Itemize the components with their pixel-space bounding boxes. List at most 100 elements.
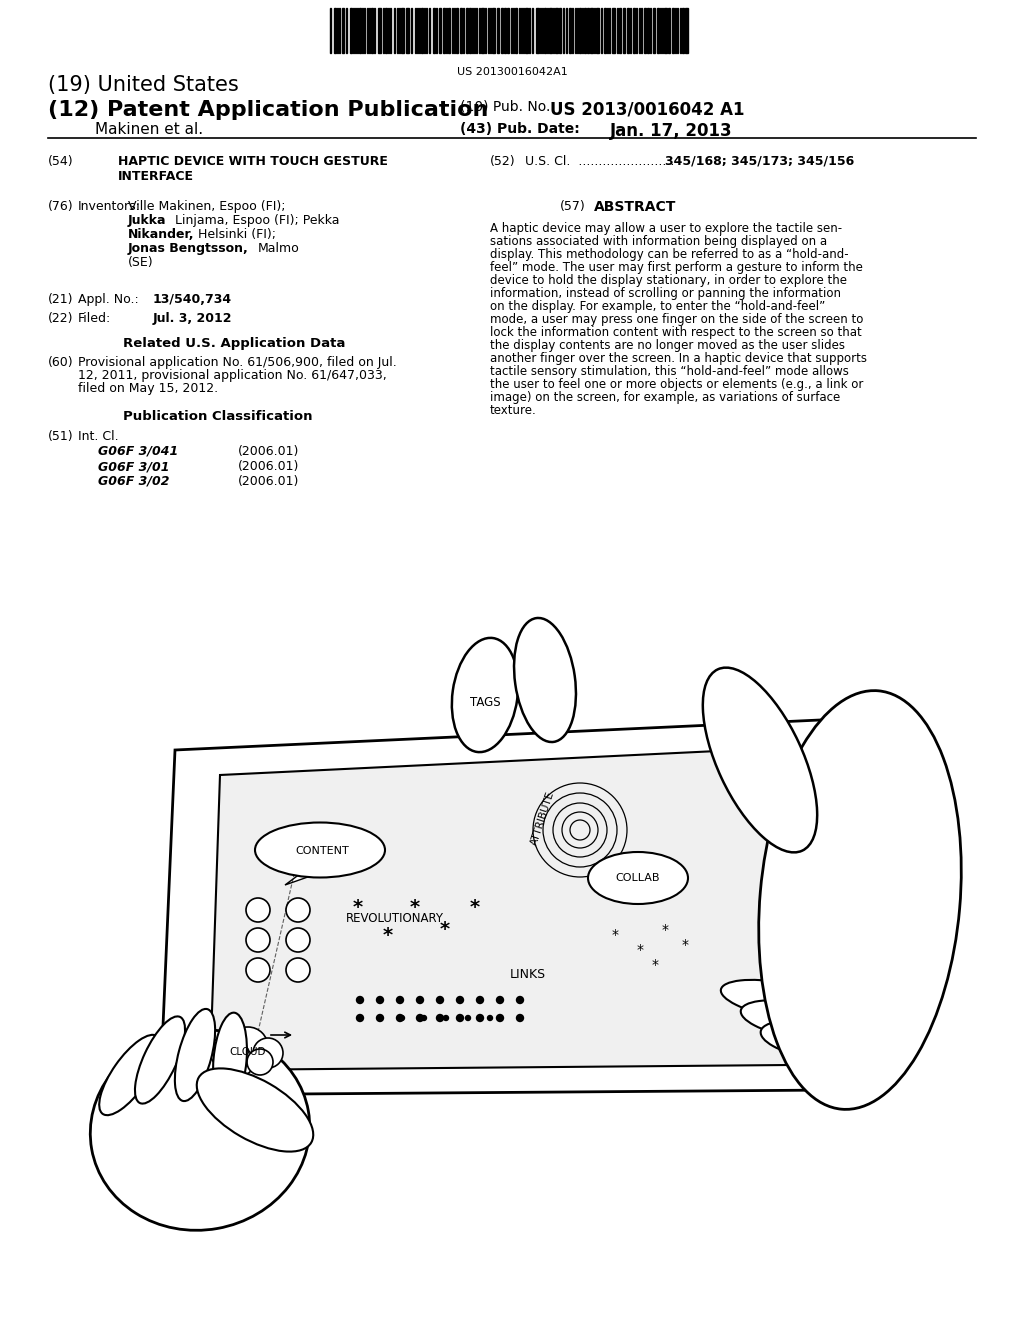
Circle shape [399,1015,404,1020]
Bar [433,8,435,53]
Circle shape [253,1038,283,1068]
Text: ABSTRACT: ABSTRACT [594,201,676,214]
Bar [623,8,625,53]
Text: Malmo: Malmo [258,242,300,255]
Bar [350,8,352,53]
Circle shape [286,898,310,921]
Text: *: * [682,939,688,952]
Text: mode, a user may press one finger on the side of the screen to: mode, a user may press one finger on the… [490,313,863,326]
Bar [449,8,450,53]
Circle shape [286,928,310,952]
Bar [456,8,458,53]
Text: Jan. 17, 2013: Jan. 17, 2013 [610,121,732,140]
Bar [653,8,655,53]
Ellipse shape [90,1030,309,1230]
Text: (76): (76) [48,201,74,213]
Bar [466,8,468,53]
Bar [579,8,581,53]
Text: (2006.01): (2006.01) [238,475,299,488]
Ellipse shape [175,1008,215,1101]
Ellipse shape [452,638,518,752]
Text: Filed:: Filed: [78,312,112,325]
Text: sations associated with information being displayed on a: sations associated with information bein… [490,235,827,248]
Circle shape [436,997,443,1003]
Text: US 2013/0016042 A1: US 2013/0016042 A1 [550,100,744,117]
Bar [481,8,484,53]
Text: (43) Pub. Date:: (43) Pub. Date: [460,121,580,136]
Text: image) on the screen, for example, as variations of surface: image) on the screen, for example, as va… [490,391,841,404]
Bar [672,8,674,53]
Text: Helsinki (FI);: Helsinki (FI); [198,228,276,242]
Text: US 20130016042A1: US 20130016042A1 [457,67,567,77]
Polygon shape [210,748,790,1071]
Text: *: * [611,928,618,942]
Bar [536,8,539,53]
Ellipse shape [759,690,962,1109]
Bar [549,8,552,53]
Bar [664,8,667,53]
Text: on the display. For example, to enter the “hold-and-feel”: on the display. For example, to enter th… [490,300,825,313]
Text: (2006.01): (2006.01) [238,459,299,473]
Text: 12, 2011, provisional application No. 61/647,033,: 12, 2011, provisional application No. 61… [78,370,387,381]
Text: 345/168; 345/173; 345/156: 345/168; 345/173; 345/156 [665,154,854,168]
Bar [501,8,503,53]
Bar [584,8,586,53]
Ellipse shape [721,979,839,1020]
Bar [497,8,499,53]
Bar [515,8,517,53]
Bar [334,8,336,53]
Ellipse shape [740,1001,849,1040]
Text: G06F 3/041: G06F 3/041 [98,445,178,458]
Ellipse shape [213,1012,247,1107]
Text: (2006.01): (2006.01) [238,445,299,458]
Text: Makinen et al.: Makinen et al. [95,121,203,137]
Text: tactile sensory stimulation, this “hold-and-feel” mode allows: tactile sensory stimulation, this “hold-… [490,366,849,378]
Circle shape [247,1049,273,1074]
Text: TAGS: TAGS [470,697,501,710]
Text: *: * [637,942,643,957]
Text: CONTENT: CONTENT [295,846,349,855]
Bar [401,8,404,53]
Text: (57): (57) [560,201,586,213]
Circle shape [377,997,384,1003]
Text: *: * [383,925,393,945]
Text: another finger over the screen. In a haptic device that supports: another finger over the screen. In a hap… [490,352,867,366]
Bar [421,8,423,53]
Text: Jonas Bengtsson,: Jonas Bengtsson, [128,242,249,255]
Text: *: * [470,898,480,916]
Text: *: * [651,958,658,972]
Bar [569,8,571,53]
Ellipse shape [761,1020,859,1059]
Circle shape [210,1036,242,1068]
Bar [371,8,373,53]
Bar [359,8,361,53]
Text: HAPTIC DEVICE WITH TOUCH GESTURE: HAPTIC DEVICE WITH TOUCH GESTURE [118,154,388,168]
Text: (22): (22) [48,312,74,325]
Polygon shape [160,719,835,1096]
Bar [590,8,593,53]
Text: COLLAB: COLLAB [615,873,660,883]
Text: Jul. 3, 2012: Jul. 3, 2012 [153,312,232,325]
Circle shape [476,1015,483,1022]
Text: (SE): (SE) [128,256,154,269]
Circle shape [228,1027,268,1067]
Circle shape [497,997,504,1003]
Text: *: * [353,898,364,916]
Circle shape [226,1048,254,1076]
Circle shape [476,997,483,1003]
Circle shape [396,997,403,1003]
Text: Appl. No.:: Appl. No.: [78,293,138,306]
Ellipse shape [588,851,688,904]
Text: CLOUD: CLOUD [229,1047,266,1057]
Text: ATTRIBUTE: ATTRIBUTE [529,789,556,846]
Text: Publication Classification: Publication Classification [123,411,312,422]
Text: Jukka: Jukka [128,214,167,227]
Text: G06F 3/01: G06F 3/01 [98,459,170,473]
Bar [492,8,495,53]
Bar [657,8,659,53]
Bar [612,8,615,53]
Text: the display contents are no longer moved as the user slides: the display contents are no longer moved… [490,339,845,352]
Bar [604,8,606,53]
Circle shape [396,1015,403,1022]
Text: (12) Patent Application Publication: (12) Patent Application Publication [48,100,488,120]
